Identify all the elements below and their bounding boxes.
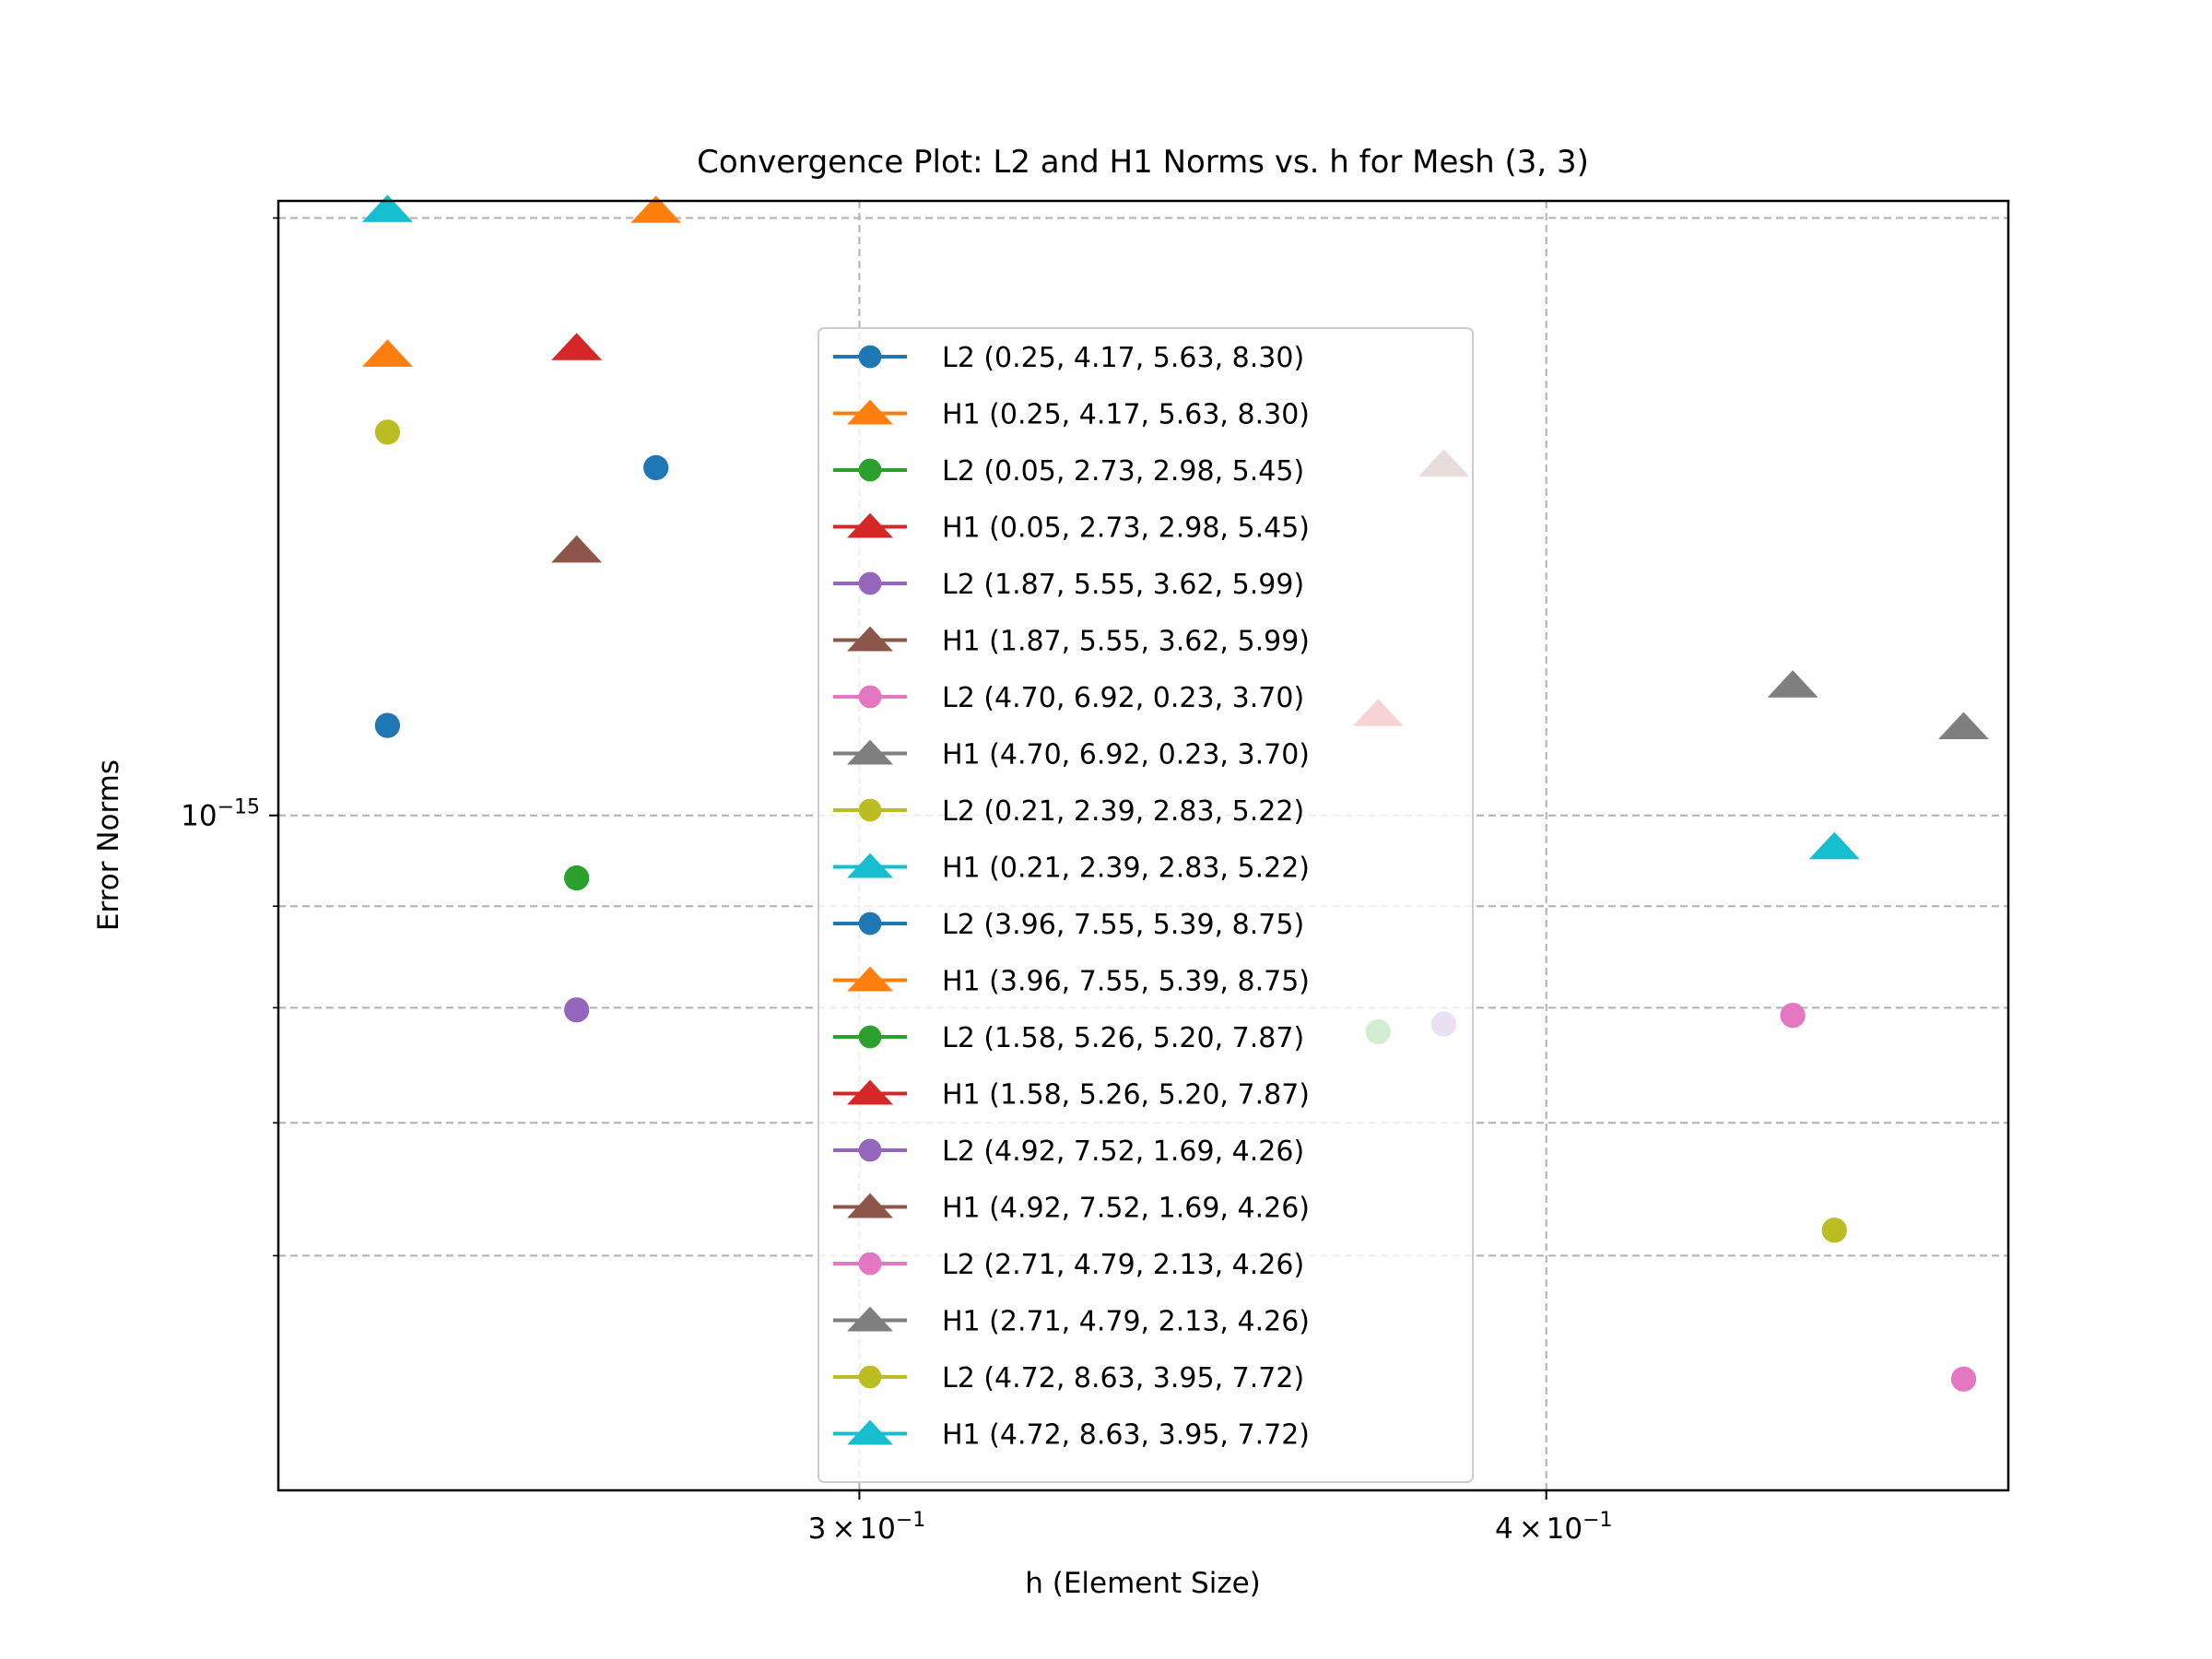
data-point-series-6 xyxy=(1780,1002,1806,1029)
legend-entry: L2 (3.96, 7.55, 5.39, 8.75) xyxy=(833,909,1304,941)
legend-entry: H1 (4.72, 8.63, 3.95, 7.72) xyxy=(833,1419,1310,1452)
legend-marker xyxy=(858,571,882,595)
legend-entry: L2 (4.72, 8.63, 3.95, 7.72) xyxy=(833,1362,1304,1394)
plot-frame xyxy=(276,199,2010,1492)
legend-marker xyxy=(847,1079,893,1105)
legend-entry: L2 (0.05, 2.73, 2.98, 5.45) xyxy=(833,455,1304,488)
legend-marker xyxy=(858,798,882,822)
legend-label: L2 (0.21, 2.39, 2.83, 5.22) xyxy=(942,795,1304,828)
legend-entry: H1 (0.25, 4.17, 5.63, 8.30) xyxy=(833,399,1310,431)
x-tick-label-power: × 10−1 xyxy=(1519,1509,1613,1546)
legend-entry: H1 (1.87, 5.55, 3.62, 5.99) xyxy=(833,626,1310,658)
legend-marker xyxy=(847,626,893,652)
legend-marker xyxy=(847,739,893,765)
legend-marker xyxy=(858,1252,882,1276)
y-axis-label: Error Norms xyxy=(92,759,125,931)
data-point-series-4 xyxy=(564,997,590,1023)
legend-label: L2 (4.72, 8.63, 3.95, 7.72) xyxy=(942,1362,1304,1394)
legend-label: L2 (0.25, 4.17, 5.63, 8.30) xyxy=(942,342,1304,374)
legend-box xyxy=(818,327,1474,1483)
legend-entry: H1 (0.05, 2.73, 2.98, 5.45) xyxy=(833,512,1310,545)
legend-label: H1 (0.21, 2.39, 2.83, 5.22) xyxy=(942,853,1310,885)
legend-marker xyxy=(858,685,882,709)
legend-entry: L2 (2.71, 4.79, 2.13, 4.26) xyxy=(833,1249,1304,1281)
legend-marker xyxy=(847,966,893,992)
x-tick-label-base: 4 xyxy=(1495,1512,1513,1546)
chart-title: Convergence Plot: L2 and H1 Norms vs. h … xyxy=(697,144,1589,181)
legend: L2 (0.25, 4.17, 5.63, 8.30) H1 (0.25, 4.1… xyxy=(818,327,1474,1483)
y-tick-label: 10−15 xyxy=(181,796,260,833)
legend-entry: L2 (1.87, 5.55, 3.62, 5.99) xyxy=(833,569,1304,601)
legend-label: H1 (2.71, 4.79, 2.13, 4.26) xyxy=(942,1306,1310,1338)
legend-marker xyxy=(847,399,893,425)
legend-marker xyxy=(858,345,882,369)
legend-entry: H1 (2.71, 4.79, 2.13, 4.26) xyxy=(833,1306,1310,1338)
legend-marker xyxy=(858,458,882,482)
legend-entry: H1 (1.58, 5.26, 5.20, 7.87) xyxy=(833,1079,1310,1112)
data-point-series-9 xyxy=(1808,831,1860,860)
legend-label: H1 (3.96, 7.55, 5.39, 8.75) xyxy=(942,966,1310,998)
legend-label: L2 (2.71, 4.79, 2.13, 4.26) xyxy=(942,1249,1304,1281)
data-point-series-1 xyxy=(630,195,682,223)
legend-label: H1 (4.70, 6.92, 0.23, 3.70) xyxy=(942,739,1310,771)
x-tick-label-power: × 10−1 xyxy=(831,1509,925,1546)
legend-marker xyxy=(858,1365,882,1389)
legend-label: H1 (0.25, 4.17, 5.63, 8.30) xyxy=(942,399,1310,431)
x-tick-label: 3 × 10−1 xyxy=(808,1509,926,1546)
legend-entry: H1 (4.70, 6.92, 0.23, 3.70) xyxy=(833,739,1310,771)
data-point-series-2 xyxy=(564,865,590,891)
data-point-series-6 xyxy=(1950,1366,1977,1392)
data-point-series-5 xyxy=(551,535,603,563)
legend-entry: L2 (4.92, 7.52, 1.69, 4.26) xyxy=(833,1135,1304,1168)
legend-entry: H1 (3.96, 7.55, 5.39, 8.75) xyxy=(833,966,1310,998)
legend-marker xyxy=(847,1419,893,1445)
legend-label: H1 (0.05, 2.73, 2.98, 5.45) xyxy=(942,512,1310,545)
legend-entry: L2 (4.70, 6.92, 0.23, 3.70) xyxy=(833,682,1304,714)
x-axis-label: h (Element Size) xyxy=(1025,1567,1261,1600)
data-point-series-0 xyxy=(374,712,401,738)
legend-entry: H1 (0.21, 2.39, 2.83, 5.22) xyxy=(833,853,1310,885)
legend-label: H1 (4.92, 7.52, 1.69, 4.26) xyxy=(942,1193,1310,1225)
data-point-series-8 xyxy=(374,419,401,445)
data-point-series-1 xyxy=(361,339,413,367)
legend-label: L2 (1.58, 5.26, 5.20, 7.87) xyxy=(942,1022,1304,1054)
legend-marker xyxy=(847,1306,893,1332)
legend-label: L2 (3.96, 7.55, 5.39, 8.75) xyxy=(942,909,1304,941)
legend-label: L2 (4.70, 6.92, 0.23, 3.70) xyxy=(942,682,1304,714)
legend-entry: H1 (4.92, 7.52, 1.69, 4.26) xyxy=(833,1193,1310,1225)
legend-label: L2 (0.05, 2.73, 2.98, 5.45) xyxy=(942,455,1304,488)
legend-label: H1 (1.58, 5.26, 5.20, 7.87) xyxy=(942,1079,1310,1112)
legend-marker xyxy=(847,853,893,878)
legend-entry: L2 (1.58, 5.26, 5.20, 7.87) xyxy=(833,1022,1304,1054)
data-point-series-7 xyxy=(1767,670,1818,698)
legend-entry: L2 (0.25, 4.17, 5.63, 8.30) xyxy=(833,342,1304,374)
x-tick-label-base: 3 xyxy=(808,1512,827,1546)
data-point-series-3 xyxy=(551,333,603,360)
data-point-series-8 xyxy=(1821,1218,1847,1243)
legend-marker xyxy=(847,512,893,538)
legend-label: L2 (4.92, 7.52, 1.69, 4.26) xyxy=(942,1135,1304,1168)
legend-label: L2 (1.87, 5.55, 3.62, 5.99) xyxy=(942,569,1304,601)
data-point-series-7 xyxy=(1938,712,1990,740)
legend-label: H1 (4.72, 8.63, 3.95, 7.72) xyxy=(942,1419,1310,1452)
legend-label: H1 (1.87, 5.55, 3.62, 5.99) xyxy=(942,626,1310,658)
legend-marker xyxy=(858,1025,882,1049)
legend-marker xyxy=(858,1138,882,1162)
legend-marker xyxy=(847,1193,893,1218)
legend-marker xyxy=(858,912,882,935)
data-point-series-0 xyxy=(643,454,669,481)
data-point-series-9 xyxy=(361,194,413,222)
x-tick-label: 4 × 10−1 xyxy=(1495,1509,1613,1546)
legend-entry: L2 (0.21, 2.39, 2.83, 5.22) xyxy=(833,795,1304,828)
axis-ticks: 3 × 10−1 4 × 10−110−15 xyxy=(181,217,1613,1546)
